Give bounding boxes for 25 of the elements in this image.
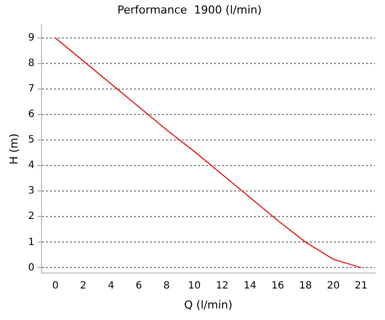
x-tick-label: 10 — [188, 280, 201, 292]
x-tick-label: 0 — [52, 280, 59, 292]
y-tick-label: 5 — [28, 134, 35, 146]
y-tick-label: 1 — [28, 236, 35, 248]
y-tick-label: 8 — [28, 58, 35, 70]
x-tick-label: 18 — [299, 280, 312, 292]
y-tick-label: 2 — [28, 211, 35, 222]
y-axis-title: H (m) — [7, 133, 20, 165]
x-tick-label: 2 — [80, 280, 86, 292]
y-tick-label: 0 — [28, 262, 35, 274]
x-tick-label: 8 — [163, 280, 170, 292]
x-tick-label: 4 — [108, 280, 114, 292]
x-tick-label: 20 — [326, 280, 340, 292]
y-tick-label: 7 — [28, 84, 35, 95]
x-axis-title: Q (l/min) — [184, 298, 232, 312]
chart-title: Performance 1900 (l/min) — [117, 3, 262, 16]
y-tick-label: 9 — [28, 32, 35, 44]
x-tick-label: 21 — [354, 280, 368, 292]
x-tick-label: 12 — [216, 280, 229, 292]
x-tick-label: 16 — [271, 280, 284, 292]
y-tick-label: 4 — [28, 160, 35, 172]
y-tick-label: 3 — [28, 186, 35, 197]
y-tick-label: 6 — [28, 109, 35, 120]
x-tick-label: 14 — [244, 280, 256, 292]
x-tick-label: 6 — [136, 280, 142, 292]
